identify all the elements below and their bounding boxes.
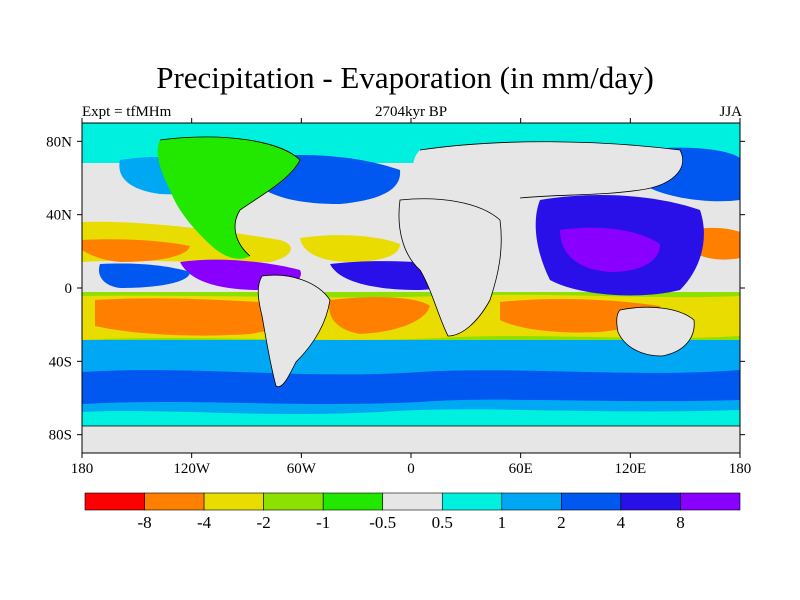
legend-swatch bbox=[441, 492, 503, 511]
time-label: 2704kyr BP bbox=[374, 104, 448, 120]
latitude-axis: 80N 40N 0 40S 80S bbox=[46, 134, 745, 444]
asian-monsoon-core bbox=[560, 227, 660, 272]
lon-tick-label: 60E bbox=[509, 461, 533, 477]
south-atlantic-dry bbox=[329, 297, 430, 334]
lon-tick-label: 120W bbox=[173, 461, 211, 477]
page-title: Precipitation - Evaporation (in mm/day) bbox=[156, 60, 654, 95]
legend-swatch bbox=[680, 492, 741, 511]
legend-swatch bbox=[144, 492, 205, 511]
legend-label: 2 bbox=[557, 513, 566, 532]
color-legend: -8 -4 -2 -1 -0.5 0.5 1 2 4 8 bbox=[84, 492, 741, 532]
map-plot bbox=[82, 123, 740, 453]
south-america-land bbox=[258, 275, 330, 387]
lon-tick-label: 180 bbox=[729, 461, 752, 477]
southern-storm-core bbox=[82, 370, 740, 404]
eurasia-land bbox=[413, 141, 683, 199]
legend-label: 1 bbox=[498, 513, 507, 532]
lon-tick-label: 60W bbox=[287, 461, 317, 477]
legend-swatch bbox=[263, 492, 324, 511]
legend-label: -8 bbox=[137, 513, 151, 532]
lat-tick-label: 80N bbox=[46, 134, 72, 150]
legend-label: 4 bbox=[617, 513, 626, 532]
coastlines bbox=[82, 136, 740, 427]
south-pacific-dry bbox=[95, 298, 294, 336]
lat-tick-label: 40N bbox=[46, 208, 72, 224]
north-pacific-dry-core bbox=[82, 239, 190, 262]
longitude-axis: 180 120W 60W 0 60E 120E 180 bbox=[71, 118, 752, 477]
season-label: JJA bbox=[719, 104, 742, 120]
legend-label: 0.5 bbox=[432, 513, 453, 532]
antarctica-land bbox=[82, 426, 740, 453]
legend-swatch bbox=[501, 492, 562, 511]
legend-label: -0.5 bbox=[369, 513, 396, 532]
africa-land bbox=[398, 198, 502, 336]
legend-label: -1 bbox=[316, 513, 330, 532]
legend-label: 8 bbox=[676, 513, 685, 532]
lat-tick-label: 0 bbox=[65, 281, 73, 297]
north-america-land bbox=[157, 136, 300, 259]
itcz-central-pacific bbox=[98, 263, 190, 288]
legend-swatch bbox=[561, 492, 622, 511]
legend-swatch bbox=[203, 492, 264, 511]
legend-label: -2 bbox=[257, 513, 271, 532]
lon-tick-label: 0 bbox=[407, 461, 415, 477]
lon-tick-label: 180 bbox=[71, 461, 94, 477]
lat-tick-label: 40S bbox=[49, 354, 72, 370]
legend-swatch bbox=[322, 492, 384, 511]
north-atlantic-dry-belt bbox=[300, 235, 400, 262]
legend-swatch bbox=[382, 492, 443, 511]
legend-swatch bbox=[620, 492, 681, 511]
lon-tick-label: 120E bbox=[614, 461, 646, 477]
legend-label: -4 bbox=[197, 513, 212, 532]
australia-land bbox=[616, 307, 695, 356]
lat-tick-label: 80S bbox=[49, 428, 72, 444]
experiment-label: Expt = tfMHm bbox=[82, 104, 172, 120]
legend-swatch bbox=[84, 492, 145, 511]
